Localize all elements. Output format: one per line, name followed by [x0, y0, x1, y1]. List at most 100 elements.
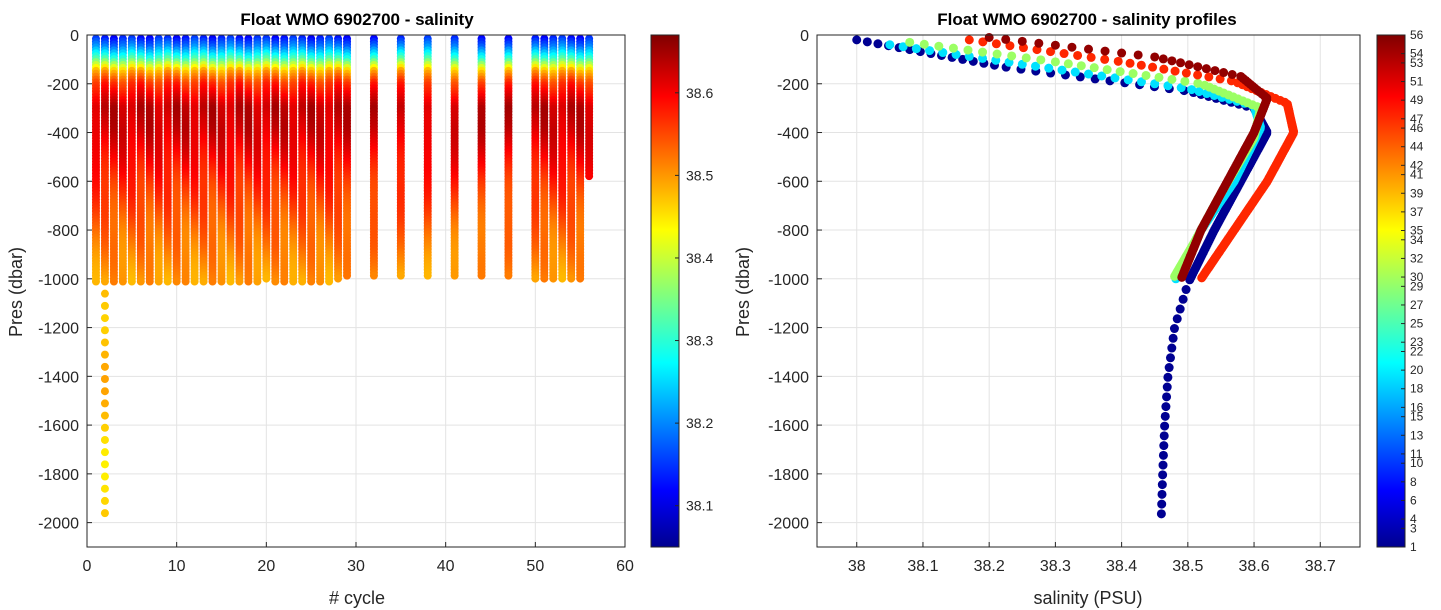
left-profile-point: [100, 448, 109, 457]
right-profile-point: [1167, 74, 1177, 84]
left-colorbar-tick-label: 38.1: [686, 498, 713, 514]
left-profile-point: [127, 277, 136, 286]
left-colorbar-tick-label: 38.6: [686, 85, 713, 101]
right-x-tick-label: 38: [848, 558, 866, 575]
right-profile-point: [1176, 58, 1186, 68]
right-profile-point: [1193, 62, 1203, 72]
right-colorbar-tick-label: 18: [1410, 382, 1424, 396]
left-y-tick-label: 0: [70, 28, 79, 45]
right-profile-point: [1125, 58, 1135, 68]
left-chart-title: Float WMO 6902700 - salinity: [240, 10, 474, 29]
left-profile-point: [100, 326, 109, 335]
left-profile-point: [172, 277, 181, 286]
right-x-tick-label: 38.2: [974, 558, 1005, 575]
right-profile-point: [1159, 431, 1169, 441]
right-y-tick-label: -1800: [768, 467, 809, 484]
left-colorbar-ticks: 38.1 38.2 38.3 38.4 38.5 38.6: [675, 85, 713, 514]
right-x-tick-label: 38.5: [1172, 558, 1203, 575]
right-profile-point: [1089, 63, 1099, 73]
right-profile-point: [1172, 314, 1182, 324]
right-y-tick-label: -600: [777, 174, 809, 191]
left-profile-point: [558, 274, 567, 283]
right-profile-point: [1044, 63, 1054, 73]
right-profile-point: [885, 40, 895, 50]
left-profile-point: [181, 277, 190, 286]
right-profile-point: [1158, 470, 1168, 480]
right-profile-point: [1156, 509, 1166, 519]
right-profile-point: [1073, 50, 1083, 60]
left-profile-point: [280, 277, 289, 286]
left-profile-point: [100, 460, 109, 469]
left-profile-point: [298, 277, 307, 286]
right-profile-point: [1036, 55, 1046, 65]
right-colorbar-tick-label: 44: [1410, 140, 1424, 154]
left-y-tick-label: -400: [47, 126, 79, 143]
right-profile-point: [919, 39, 929, 49]
left-profile-point: [100, 423, 109, 432]
right-profile-point: [1169, 324, 1179, 334]
right-profile-point: [1161, 402, 1171, 412]
left-y-tick-label: -1600: [38, 418, 79, 435]
left-colorbar-tick-label: 38.5: [686, 167, 713, 183]
left-profile-point: [585, 172, 594, 181]
right-profile-point: [1165, 353, 1175, 363]
right-x-tick-label: 38.7: [1305, 558, 1336, 575]
left-y-tick-label: -800: [47, 223, 79, 240]
left-y-tick-label: -1800: [38, 467, 79, 484]
left-x-tick-label: 30: [347, 558, 365, 575]
left-data-marks: [91, 34, 594, 518]
left-profile-point: [118, 277, 127, 286]
right-colorbar-tick-label: 56: [1410, 28, 1424, 42]
left-colorbar-tick-label: 38.3: [686, 333, 713, 349]
right-profile-point: [1227, 69, 1237, 79]
right-profile-point: [1157, 480, 1167, 490]
left-colorbar-tick-label: 38.4: [686, 250, 713, 266]
right-profile-point: [1115, 67, 1125, 77]
right-y-tick-label: -2000: [768, 516, 809, 533]
left-profile-point: [567, 274, 576, 283]
left-profile-point: [343, 271, 352, 280]
left-x-tick-label: 10: [168, 558, 186, 575]
right-profile-point: [963, 45, 973, 55]
left-x-tick-label: 40: [437, 558, 455, 575]
right-y-tick-label: -200: [777, 77, 809, 94]
left-profile-point: [100, 277, 109, 286]
left-profile-point: [262, 274, 271, 283]
right-profile-point: [1136, 60, 1146, 70]
right-profile-point: [1197, 273, 1207, 283]
right-profile-point: [1050, 57, 1060, 67]
right-profile-point: [1021, 53, 1031, 63]
right-profile-point: [1157, 499, 1167, 509]
right-y-tick-label: -400: [777, 126, 809, 143]
right-profile-point: [1057, 65, 1067, 75]
right-colorbar-tick-label: 20: [1410, 363, 1424, 377]
right-profile-point: [1100, 54, 1110, 64]
left-profile-point: [100, 484, 109, 493]
right-profile-point: [1154, 72, 1164, 82]
left-profile-point: [396, 271, 405, 280]
right-profile-point: [862, 37, 872, 47]
left-profile-point: [163, 277, 172, 286]
left-profile-point: [100, 301, 109, 310]
right-profile-point: [1059, 49, 1069, 59]
left-y-tick-label: -1200: [38, 321, 79, 338]
left-profile-point: [100, 496, 109, 505]
right-colorbar-tick-label: 30: [1410, 270, 1424, 284]
right-colorbar-tick-label: 54: [1410, 47, 1424, 61]
left-profile-point: [217, 277, 226, 286]
right-profile-point: [1159, 441, 1169, 451]
right-profile-point: [934, 41, 944, 51]
right-data-marks: [852, 32, 1299, 519]
left-profile-point: [423, 271, 432, 280]
left-x-tick-label: 50: [526, 558, 544, 575]
right-profile-point: [1158, 450, 1168, 460]
right-profile-point: [1170, 66, 1180, 76]
right-x-tick-label: 38.4: [1106, 558, 1137, 575]
right-colorbar-tick-label: 23: [1410, 335, 1424, 349]
left-profile-point: [100, 350, 109, 359]
right-profile-point: [1157, 489, 1167, 499]
right-profile-point: [1158, 54, 1168, 64]
right-profile-point: [1193, 70, 1203, 80]
left-profile-point: [91, 277, 100, 286]
